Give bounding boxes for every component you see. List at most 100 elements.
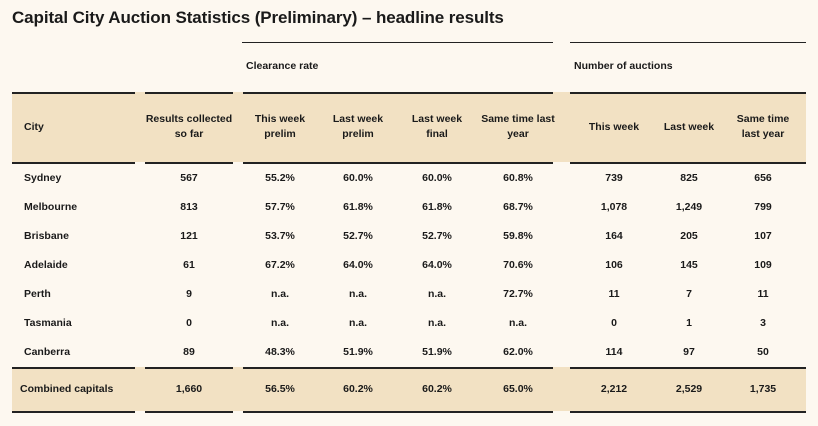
total-cell: 60.2% [422,382,452,395]
table-cell: 106 [605,258,623,271]
total-row-band [12,367,806,411]
table-cell: n.a. [508,316,528,329]
table-cell: 114 [605,345,623,358]
table-rule [243,92,553,94]
column-header: This week prelim [254,113,306,140]
table-cell: 656 [754,171,772,184]
table-cell: n.a. [348,316,368,329]
table-cell: 70.6% [503,258,533,271]
table-cell: 205 [680,229,698,242]
city-name: Tasmania [24,316,72,329]
table-cell: 72.7% [503,287,533,300]
table-rule [145,92,233,94]
clearance-rate-label: Clearance rate [246,60,319,72]
table-rule [570,411,806,413]
total-cell: 2,212 [600,382,628,395]
table-rule [145,411,233,413]
table-cell: 97 [683,345,695,358]
table-cell: 11 [757,287,769,300]
table-cell: 64.0% [343,258,373,271]
table-cell: 67.2% [265,258,295,271]
table-cell: 60.0% [422,171,452,184]
column-header: City [24,120,44,133]
city-name: Perth [24,287,51,300]
column-header: Same time last year [481,113,555,140]
table-rule [12,367,135,369]
table-cell: 0 [611,316,617,329]
total-cell: 2,529 [675,382,703,395]
table-cell: 60.0% [343,171,373,184]
table-rule [243,162,553,164]
column-header: Last week prelim [332,113,384,140]
table-cell: 61.8% [422,200,452,213]
city-name: Brisbane [24,229,69,242]
table-cell: 64.0% [422,258,452,271]
table-rule [570,367,806,369]
table-cell: 61.8% [343,200,373,213]
table-cell: 567 [180,171,198,184]
total-cell: 56.5% [265,382,295,395]
column-header: Same time last year [736,113,790,140]
table-cell: 0 [186,316,192,329]
column-header: This week [588,120,640,133]
table-cell: 813 [180,200,198,213]
table-cell: 1,249 [675,200,703,213]
table-cell: 164 [605,229,623,242]
table-cell: 107 [754,229,772,242]
table-cell: 68.7% [503,200,533,213]
table-cell: 57.7% [265,200,295,213]
total-cell: 65.0% [503,382,533,395]
number-of-auctions-group-header: Number of auctions [570,42,806,93]
table-cell: 50 [757,345,769,358]
table-cell: 11 [608,287,620,300]
clearance-rate-group-header: Clearance rate [242,42,553,93]
number-of-auctions-label: Number of auctions [574,60,673,72]
table-cell: 52.7% [422,229,452,242]
city-name: Canberra [24,345,71,358]
city-name: Melbourne [24,200,78,213]
table-cell: 48.3% [265,345,295,358]
page-title: Capital City Auction Statistics (Prelimi… [12,8,504,27]
column-header: Last week final [411,113,463,140]
column-header: Last week [663,120,715,133]
table-cell: 109 [754,258,772,271]
table-cell: 1,078 [600,200,628,213]
table-cell: n.a. [348,287,368,300]
table-cell: 62.0% [503,345,533,358]
table-cell: 145 [680,258,698,271]
table-cell: 9 [186,287,192,300]
table-cell: 52.7% [343,229,373,242]
table-cell: 3 [760,316,766,329]
table-cell: n.a. [270,316,290,329]
total-cell: 1,660 [175,382,203,395]
table-cell: 60.8% [503,171,533,184]
table-cell: 51.9% [422,345,452,358]
total-label: Combined capitals [20,382,114,395]
table-rule [570,162,806,164]
table-cell: n.a. [427,316,447,329]
table-rule [570,92,806,94]
table-cell: 61 [183,258,195,271]
column-header: Results collected so far [145,113,233,140]
table-cell: 825 [680,171,698,184]
table-header-band [12,92,806,162]
table-cell: 53.7% [265,229,295,242]
total-cell: 1,735 [749,382,777,395]
table-cell: 89 [183,345,195,358]
table-cell: 799 [754,200,772,213]
table-rule [243,367,553,369]
table-cell: 55.2% [265,171,295,184]
table-cell: 51.9% [343,345,373,358]
table-cell: n.a. [427,287,447,300]
table-rule [243,411,553,413]
city-name: Sydney [24,171,62,184]
table-rule [12,162,135,164]
table-cell: 7 [686,287,692,300]
table-rule [12,411,135,413]
city-name: Adelaide [24,258,68,271]
table-cell: 59.8% [503,229,533,242]
table-rule [145,367,233,369]
table-rule [12,92,135,94]
total-cell: 60.2% [343,382,373,395]
table-cell: 739 [605,171,623,184]
